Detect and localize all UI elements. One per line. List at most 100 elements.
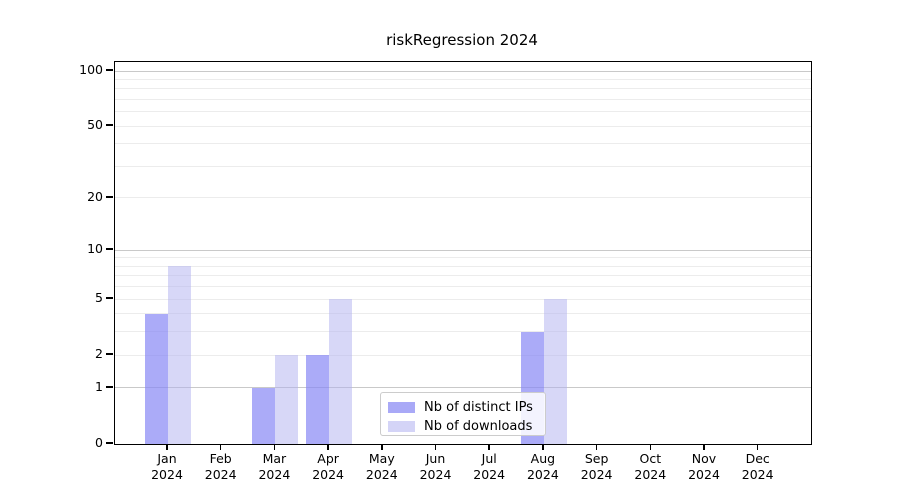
x-tick-month: Jul <box>481 451 497 466</box>
x-axis-tick-label: May 2024 <box>354 451 410 483</box>
x-axis-tick-label: Oct 2024 <box>622 451 678 483</box>
x-axis-tick-label: Feb 2024 <box>193 451 249 483</box>
x-tick-mark <box>327 444 329 450</box>
y-axis-tick-label: 5 <box>95 290 103 306</box>
y-tick-mark <box>106 297 113 299</box>
gridline-minor <box>115 298 811 300</box>
y-axis-tick-label: 0 <box>95 435 103 450</box>
gridline-minor <box>115 165 811 167</box>
x-tick-month: May <box>368 451 395 466</box>
gridline-minor <box>115 275 811 277</box>
gridline-minor <box>115 313 811 315</box>
y-tick-mark <box>106 124 113 126</box>
gridline-minor <box>115 88 811 90</box>
gridline-minor <box>115 354 811 356</box>
chart-title: riskRegression 2024 <box>386 31 538 49</box>
legend-label-downloads: Nb of downloads <box>424 419 533 434</box>
x-tick-year: 2024 <box>258 467 291 482</box>
y-axis-tick-label: 50 <box>87 117 103 133</box>
x-axis-tick-label: Mar 2024 <box>246 451 302 483</box>
bar-distinct-ips-jan <box>145 313 168 444</box>
x-tick-mark <box>273 444 276 450</box>
legend: Nb of distinct IPs Nb of downloads <box>380 392 546 436</box>
x-tick-year: 2024 <box>204 467 237 482</box>
x-axis-tick-label: Jan 2024 <box>139 451 195 483</box>
gridline-minor <box>115 286 811 288</box>
x-tick-month: Aug <box>530 451 556 466</box>
x-tick-year: 2024 <box>688 467 720 482</box>
x-tick-mark <box>595 444 598 450</box>
x-axis-tick-label: Nov 2024 <box>676 451 732 483</box>
x-tick-mark <box>381 444 383 450</box>
x-tick-month: Dec <box>745 451 770 466</box>
gridline-minor <box>115 98 811 100</box>
gridline-major <box>115 70 811 72</box>
x-tick-mark <box>488 444 490 450</box>
x-tick-year: 2024 <box>419 467 452 482</box>
x-tick-month: Oct <box>639 451 662 466</box>
x-axis-tick-label: Dec 2024 <box>730 451 786 483</box>
x-tick-mark <box>542 444 544 450</box>
x-tick-month: Jan <box>157 451 177 466</box>
y-tick-mark <box>106 442 113 444</box>
legend-item-downloads: Nb of downloads <box>388 417 545 436</box>
bar-distinct-ips-apr <box>306 355 330 444</box>
x-tick-year: 2024 <box>580 467 613 482</box>
bar-downloads-aug <box>543 299 567 444</box>
y-tick-mark <box>106 386 113 388</box>
gridline-minor <box>115 331 811 333</box>
bar-distinct-ips-mar <box>252 387 276 444</box>
gridline-major <box>115 387 811 389</box>
x-tick-month: Feb <box>209 451 232 466</box>
legend-swatch-downloads <box>388 421 415 432</box>
x-axis-tick-label: Aug 2024 <box>515 451 571 483</box>
gridline-minor <box>115 78 811 80</box>
gridline-minor <box>115 143 811 145</box>
x-tick-year: 2024 <box>473 467 506 482</box>
gridline-minor <box>115 125 811 127</box>
x-tick-month: Jun <box>425 451 446 466</box>
y-axis-tick-label: 2 <box>95 346 103 362</box>
x-axis-tick-label: Jun 2024 <box>408 451 464 483</box>
x-tick-mark <box>703 444 705 450</box>
y-axis-tick-label: 20 <box>87 188 103 204</box>
y-axis-tick-label: 100 <box>79 62 103 77</box>
y-tick-mark <box>106 196 113 198</box>
bar-downloads-apr <box>329 299 353 444</box>
legend-item-distinct-ips: Nb of distinct IPs <box>388 398 545 417</box>
x-tick-year: 2024 <box>741 467 774 482</box>
x-tick-mark <box>649 444 652 450</box>
legend-label-distinct-ips: Nb of distinct IPs <box>424 400 533 415</box>
y-axis-tick-label: 10 <box>87 241 103 257</box>
x-tick-month: Apr <box>317 451 339 466</box>
bar-downloads-mar <box>275 355 299 444</box>
y-tick-mark <box>106 69 113 71</box>
gridline-minor <box>115 265 811 267</box>
x-tick-mark <box>166 444 168 450</box>
bar-downloads-jan <box>168 266 191 444</box>
y-tick-mark <box>106 353 113 355</box>
legend-swatch-distinct-ips <box>388 402 415 413</box>
x-tick-year: 2024 <box>365 467 398 482</box>
x-tick-month: Nov <box>691 451 717 466</box>
x-tick-month: Sep <box>584 451 609 466</box>
x-tick-year: 2024 <box>312 467 344 482</box>
gridline-major <box>115 249 811 251</box>
x-tick-month: Mar <box>262 451 287 466</box>
x-tick-mark <box>434 444 437 450</box>
x-axis-tick-label: Jul 2024 <box>461 451 517 483</box>
x-tick-year: 2024 <box>151 467 183 482</box>
x-axis-tick-label: Apr 2024 <box>300 451 356 483</box>
y-tick-mark <box>106 248 113 250</box>
plot-area: Nb of distinct IPs Nb of downloads <box>114 61 812 445</box>
gridline-minor <box>115 197 811 199</box>
y-axis-tick-label: 1 <box>95 378 103 394</box>
x-tick-mark <box>219 444 222 450</box>
x-tick-year: 2024 <box>526 467 559 482</box>
x-tick-year: 2024 <box>634 467 667 482</box>
x-axis-tick-label: Sep 2024 <box>569 451 625 483</box>
gridline-minor <box>115 257 811 259</box>
x-tick-mark <box>756 444 759 450</box>
gridline-minor <box>115 111 811 113</box>
